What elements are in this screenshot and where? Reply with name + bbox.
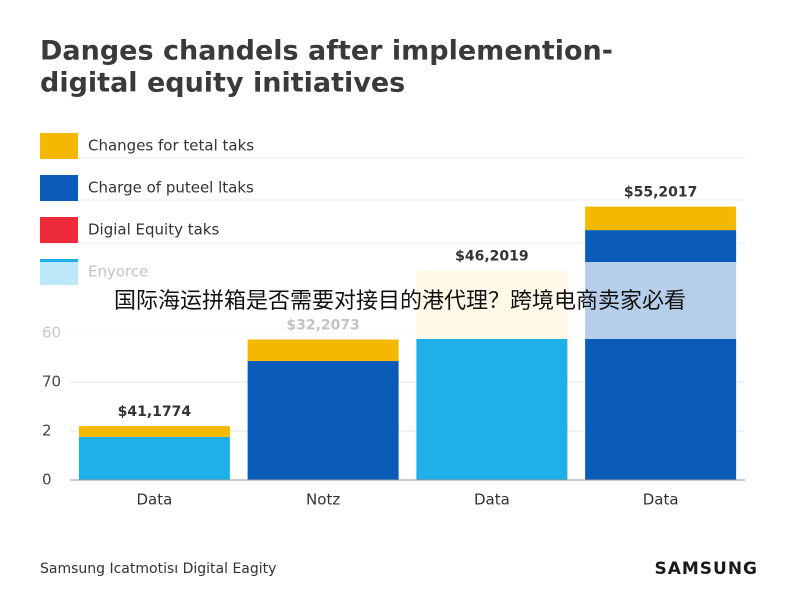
x-tick-label: Data (474, 491, 510, 509)
bar-segment (78, 426, 230, 437)
overlay-band (0, 262, 800, 339)
legend-label: Charge of puteel ltaks (88, 179, 254, 197)
chart-title: digital equity initiatives (40, 68, 405, 99)
bar-total-label: $55,2017 (624, 185, 698, 201)
x-tick-label: Notz (306, 491, 340, 509)
legend-label: Digial Equity taks (88, 221, 219, 239)
overlay-text: 国际海运拼箱是否需要对接目的港代理？跨境电商卖家必看 (114, 289, 686, 314)
x-tick-label: Data (643, 491, 679, 509)
legend-swatch (40, 175, 78, 201)
legend-swatch (40, 133, 78, 159)
bar-segment (247, 339, 399, 362)
bar-total-label: $46,2019 (455, 248, 529, 264)
y-tick-label: 70 (42, 373, 61, 391)
legend-label: Changes for tetal taks (88, 137, 254, 155)
legend-swatch (40, 217, 78, 243)
bar-segment (78, 436, 230, 480)
logo: SAMSUNG (654, 559, 758, 579)
bar-segment (247, 361, 399, 480)
bar-total-label: $41,1774 (118, 404, 192, 420)
footer: Samsung Icatmotisı Digital Eagity (40, 561, 276, 577)
y-tick-label: 2 (42, 422, 52, 440)
chart-title: Danges chandels after implemention- (40, 36, 613, 67)
y-tick-label: 0 (42, 471, 52, 489)
bar-segment (416, 338, 568, 480)
bar-segment (585, 206, 737, 231)
x-tick-label: Data (136, 491, 172, 509)
